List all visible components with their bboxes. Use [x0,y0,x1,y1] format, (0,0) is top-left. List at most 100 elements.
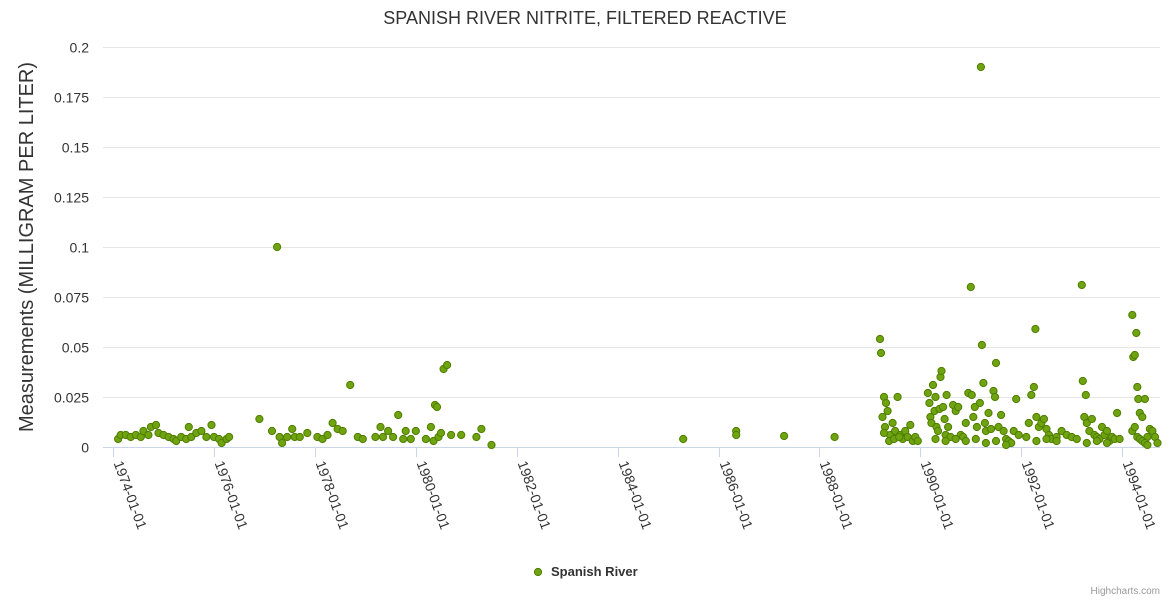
data-point[interactable] [401,426,410,436]
data-point[interactable] [389,432,398,442]
data-point[interactable] [997,410,1006,420]
data-point[interactable] [931,392,940,402]
data-point[interactable] [979,378,988,388]
data-point[interactable] [913,436,922,446]
data-point[interactable] [477,424,486,434]
data-point[interactable] [283,432,292,442]
data-point[interactable] [1032,412,1041,422]
data-point[interactable] [969,412,978,422]
data-point[interactable] [432,402,442,412]
data-point[interactable] [278,438,287,448]
data-point[interactable] [876,348,886,358]
data-point[interactable] [895,432,904,442]
data-point[interactable] [1078,376,1087,386]
data-point[interactable] [338,426,347,436]
data-point[interactable] [303,428,312,438]
data-point[interactable] [879,428,889,438]
data-point[interactable] [986,424,996,434]
data-point[interactable] [1022,432,1031,442]
data-point[interactable] [472,432,481,442]
data-point[interactable] [1143,440,1152,450]
data-point[interactable] [1039,414,1049,424]
data-point[interactable] [323,430,332,440]
data-point[interactable] [376,422,385,432]
data-point[interactable] [961,436,970,446]
data-point[interactable] [358,434,367,444]
data-point[interactable] [1012,394,1021,404]
data-point[interactable] [487,440,496,450]
data-point[interactable] [925,398,934,408]
legend-item-spanish-river[interactable]: Spanish River [551,564,638,579]
data-point[interactable] [378,432,388,442]
data-point[interactable] [151,420,161,430]
data-point[interactable] [942,390,951,400]
data-point[interactable] [893,392,902,402]
data-point[interactable] [426,422,435,432]
data-point[interactable] [255,414,264,424]
data-point[interactable] [457,430,466,440]
data-point[interactable] [1138,412,1147,422]
data-point[interactable] [1092,436,1102,446]
data-point[interactable] [1077,280,1086,290]
data-point[interactable] [1002,440,1011,450]
credits-link[interactable]: Highcharts.com [1091,586,1160,597]
data-point[interactable] [346,380,355,390]
data-point[interactable] [1032,436,1041,446]
data-point[interactable] [406,434,415,444]
data-point[interactable] [976,62,986,72]
data-point[interactable] [144,430,153,440]
data-point[interactable] [1029,382,1039,392]
data-point[interactable] [1014,430,1023,440]
data-point[interactable] [1027,390,1036,400]
data-point[interactable] [1031,324,1040,334]
data-point[interactable] [411,426,420,436]
data-point[interactable] [883,406,892,416]
data-point[interactable] [225,432,234,442]
data-point[interactable] [267,426,277,436]
data-point[interactable] [941,436,950,446]
data-point[interactable] [954,402,963,412]
data-point[interactable] [878,412,887,422]
data-point[interactable] [384,426,393,436]
data-point[interactable] [1130,350,1139,360]
data-point[interactable] [875,334,885,344]
data-point[interactable] [207,420,216,430]
data-point[interactable] [990,392,1000,402]
data-point[interactable] [1082,438,1091,448]
data-point[interactable] [288,424,297,434]
data-point[interactable] [972,422,982,432]
data-point[interactable] [1042,434,1051,444]
data-point[interactable] [881,398,891,408]
data-point[interactable] [197,426,206,436]
data-point[interactable] [906,420,915,430]
data-point[interactable] [1072,434,1081,444]
data-point[interactable] [1130,422,1139,432]
data-point[interactable] [1024,418,1033,428]
data-point[interactable] [967,390,976,400]
data-point[interactable] [923,388,933,398]
data-point[interactable] [1081,390,1090,400]
data-point[interactable] [1087,414,1097,424]
data-point[interactable] [961,418,970,428]
data-point[interactable] [975,398,985,408]
data-point[interactable] [679,434,688,444]
data-point[interactable] [443,360,452,370]
data-point[interactable] [273,242,282,252]
data-point[interactable] [984,408,993,418]
data-point[interactable] [1133,382,1142,392]
data-point[interactable] [944,422,953,432]
data-point[interactable] [977,340,987,350]
data-point[interactable] [980,418,990,428]
data-point[interactable] [1132,328,1141,338]
data-point[interactable] [888,418,897,428]
data-point[interactable] [971,434,980,444]
data-point[interactable] [780,431,789,441]
data-point[interactable] [399,434,408,444]
data-point[interactable] [1113,408,1122,418]
data-point[interactable] [1128,310,1137,320]
data-point[interactable] [940,414,949,424]
data-point[interactable] [421,434,430,444]
data-point[interactable] [1115,434,1124,444]
data-point[interactable] [939,402,948,412]
data-point[interactable] [1153,438,1162,448]
